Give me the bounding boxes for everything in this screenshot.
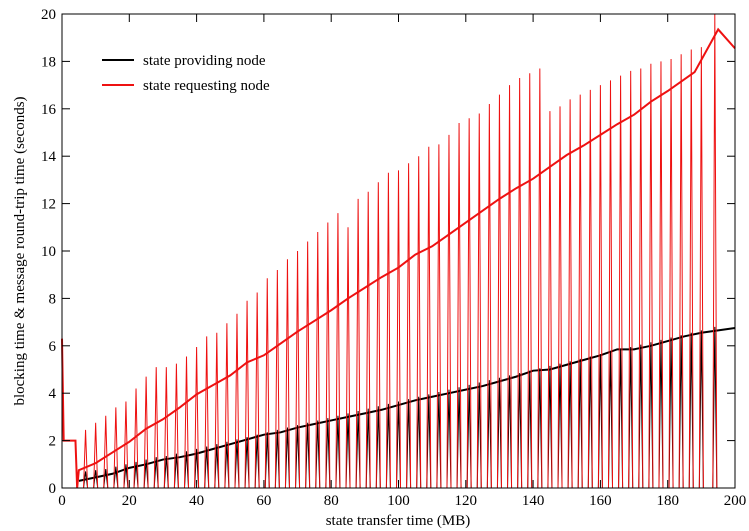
spike-providing	[143, 459, 149, 489]
spike-requesting	[597, 85, 603, 489]
spike-requesting	[254, 292, 260, 489]
spike-requesting	[486, 104, 492, 489]
legend-label-requesting: state requesting node	[143, 78, 270, 94]
spike-requesting	[426, 146, 432, 489]
spike-requesting	[113, 407, 119, 489]
spike-requesting	[305, 241, 311, 489]
spike-requesting	[658, 61, 664, 489]
spike-requesting	[607, 80, 614, 489]
spike-requesting	[712, 13, 718, 489]
spike-requesting	[365, 191, 371, 489]
spike-requesting	[355, 198, 361, 489]
spike-requesting	[466, 118, 472, 489]
spike-requesting	[274, 269, 280, 489]
spike-requesting	[163, 367, 169, 489]
x-tick-label: 120	[455, 493, 478, 509]
spike-requesting	[436, 144, 442, 489]
x-tick-label: 160	[589, 493, 612, 509]
spike-requesting	[517, 77, 523, 489]
y-tick-label: 6	[49, 339, 57, 355]
spike-requesting	[648, 63, 654, 489]
y-tick-label: 0	[49, 481, 57, 497]
spike-requesting	[93, 422, 99, 489]
y-axis-label: blocking time & message round-trip time …	[12, 96, 28, 405]
spike-requesting	[123, 401, 129, 489]
spike-requesting	[385, 172, 391, 489]
x-tick-label: 0	[58, 493, 66, 509]
spike-requesting	[335, 213, 341, 489]
spike-providing	[153, 457, 159, 489]
spike-requesting	[587, 89, 593, 489]
spike-requesting	[446, 134, 452, 489]
spike-requesting	[395, 170, 402, 489]
y-tick-label: 10	[41, 244, 56, 260]
x-tick-label: 40	[189, 493, 204, 509]
x-tick-label: 60	[256, 493, 271, 509]
y-tick-label: 14	[41, 149, 57, 165]
y-tick-label: 20	[41, 7, 56, 23]
spike-requesting	[153, 367, 159, 489]
spike-requesting	[133, 388, 139, 489]
spike-requesting	[295, 250, 301, 489]
x-tick-label: 100	[387, 493, 410, 509]
x-tick-label: 80	[324, 493, 339, 509]
spike-requesting	[234, 313, 240, 489]
y-tick-label: 4	[49, 386, 57, 402]
spike-requesting	[416, 156, 422, 489]
spike-requesting	[456, 123, 462, 489]
y-tick-label: 12	[41, 197, 56, 213]
series-layer	[61, 13, 736, 489]
spike-requesting	[618, 75, 624, 489]
spike-requesting	[557, 106, 563, 489]
legend-label-providing: state providing node	[143, 53, 266, 69]
spike-requesting	[577, 94, 583, 489]
spike-requesting	[678, 54, 684, 489]
spike-requesting	[547, 111, 553, 489]
y-tick-label: 18	[41, 54, 56, 70]
spike-requesting	[194, 346, 200, 489]
spike-requesting	[406, 163, 412, 489]
spike-requesting	[103, 415, 109, 489]
spike-requesting	[214, 332, 220, 489]
legend: state providing node state requesting no…	[102, 53, 270, 94]
spike-requesting	[698, 47, 704, 489]
spike-requesting	[375, 182, 381, 489]
spike-requesting	[244, 300, 250, 489]
y-tick-label: 2	[49, 434, 57, 450]
series-line-requesting	[61, 27, 736, 489]
spike-requesting	[284, 259, 290, 489]
spike-requesting	[668, 59, 674, 489]
x-axis-label: state transfer time (MB)	[326, 513, 471, 529]
spike-requesting	[638, 68, 644, 489]
spike-requesting	[143, 376, 149, 489]
spike-requesting	[476, 113, 482, 489]
spike-requesting	[688, 49, 694, 489]
y-tick-label: 16	[41, 102, 57, 118]
x-tick-label: 140	[522, 493, 545, 509]
x-tick-label: 20	[122, 493, 137, 509]
spike-requesting	[345, 227, 351, 489]
spike-requesting	[183, 356, 190, 489]
ticks-layer: 0 20 40 60 80 100 120 140 160 180 200 0 2 4 6 8 10 12 14 16…	[41, 7, 746, 509]
spike-requesting	[173, 363, 179, 489]
spike-requesting	[325, 222, 331, 489]
y-tick-label: 8	[49, 291, 57, 307]
spike-requesting	[204, 336, 210, 489]
spike-requesting	[264, 278, 270, 489]
spike-requesting	[537, 68, 543, 489]
spike-requesting	[315, 232, 321, 489]
x-tick-label: 180	[656, 493, 679, 509]
spike-requesting	[567, 99, 573, 489]
spike-requesting	[224, 323, 230, 489]
spike-requesting	[527, 73, 533, 489]
spike-requesting	[496, 94, 502, 489]
x-tick-label: 200	[724, 493, 747, 509]
spike-requesting	[628, 70, 634, 489]
spike-requesting	[507, 85, 513, 489]
